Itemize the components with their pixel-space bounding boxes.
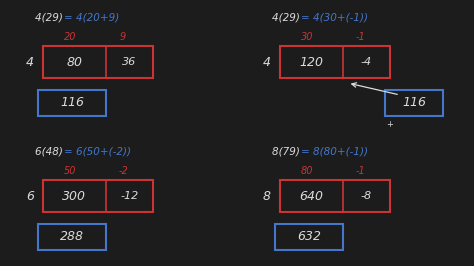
Text: -1: -1 bbox=[355, 166, 365, 176]
Text: 36: 36 bbox=[122, 57, 137, 67]
Text: 4(29): 4(29) bbox=[35, 12, 66, 22]
Text: 632: 632 bbox=[297, 231, 321, 243]
Text: 8: 8 bbox=[263, 189, 271, 202]
Text: 4: 4 bbox=[26, 56, 34, 69]
Text: 6(48): 6(48) bbox=[35, 146, 66, 156]
Text: 6: 6 bbox=[26, 189, 34, 202]
Text: 50: 50 bbox=[64, 166, 76, 176]
Text: -12: -12 bbox=[120, 191, 138, 201]
Text: 288: 288 bbox=[60, 231, 84, 243]
Text: 4(29): 4(29) bbox=[272, 12, 303, 22]
Text: -2: -2 bbox=[118, 166, 128, 176]
Text: = 4(30+(-1)): = 4(30+(-1)) bbox=[301, 12, 368, 22]
Bar bbox=[280, 46, 390, 78]
Text: 300: 300 bbox=[63, 189, 86, 202]
Text: -1: -1 bbox=[355, 32, 365, 42]
Text: 4: 4 bbox=[263, 56, 271, 69]
Text: = 8(80+(-1)): = 8(80+(-1)) bbox=[301, 146, 368, 156]
Bar bbox=[43, 46, 153, 78]
Bar bbox=[275, 224, 343, 250]
Text: 640: 640 bbox=[300, 189, 323, 202]
Text: = 4(20+9): = 4(20+9) bbox=[64, 12, 119, 22]
Text: 9: 9 bbox=[120, 32, 126, 42]
Text: 20: 20 bbox=[64, 32, 76, 42]
Text: 116: 116 bbox=[402, 97, 426, 110]
Text: = 6(50+(-2)): = 6(50+(-2)) bbox=[64, 146, 131, 156]
Text: 116: 116 bbox=[60, 97, 84, 110]
Text: 80: 80 bbox=[66, 56, 82, 69]
Text: 80: 80 bbox=[301, 166, 313, 176]
Text: -4: -4 bbox=[361, 57, 372, 67]
Bar bbox=[38, 90, 106, 116]
Text: +: + bbox=[387, 120, 393, 129]
Text: -8: -8 bbox=[361, 191, 372, 201]
Text: 8(79): 8(79) bbox=[272, 146, 303, 156]
Text: 120: 120 bbox=[300, 56, 323, 69]
Bar bbox=[280, 180, 390, 212]
Bar bbox=[38, 224, 106, 250]
Text: 30: 30 bbox=[301, 32, 313, 42]
Bar bbox=[385, 90, 443, 116]
Bar bbox=[43, 180, 153, 212]
